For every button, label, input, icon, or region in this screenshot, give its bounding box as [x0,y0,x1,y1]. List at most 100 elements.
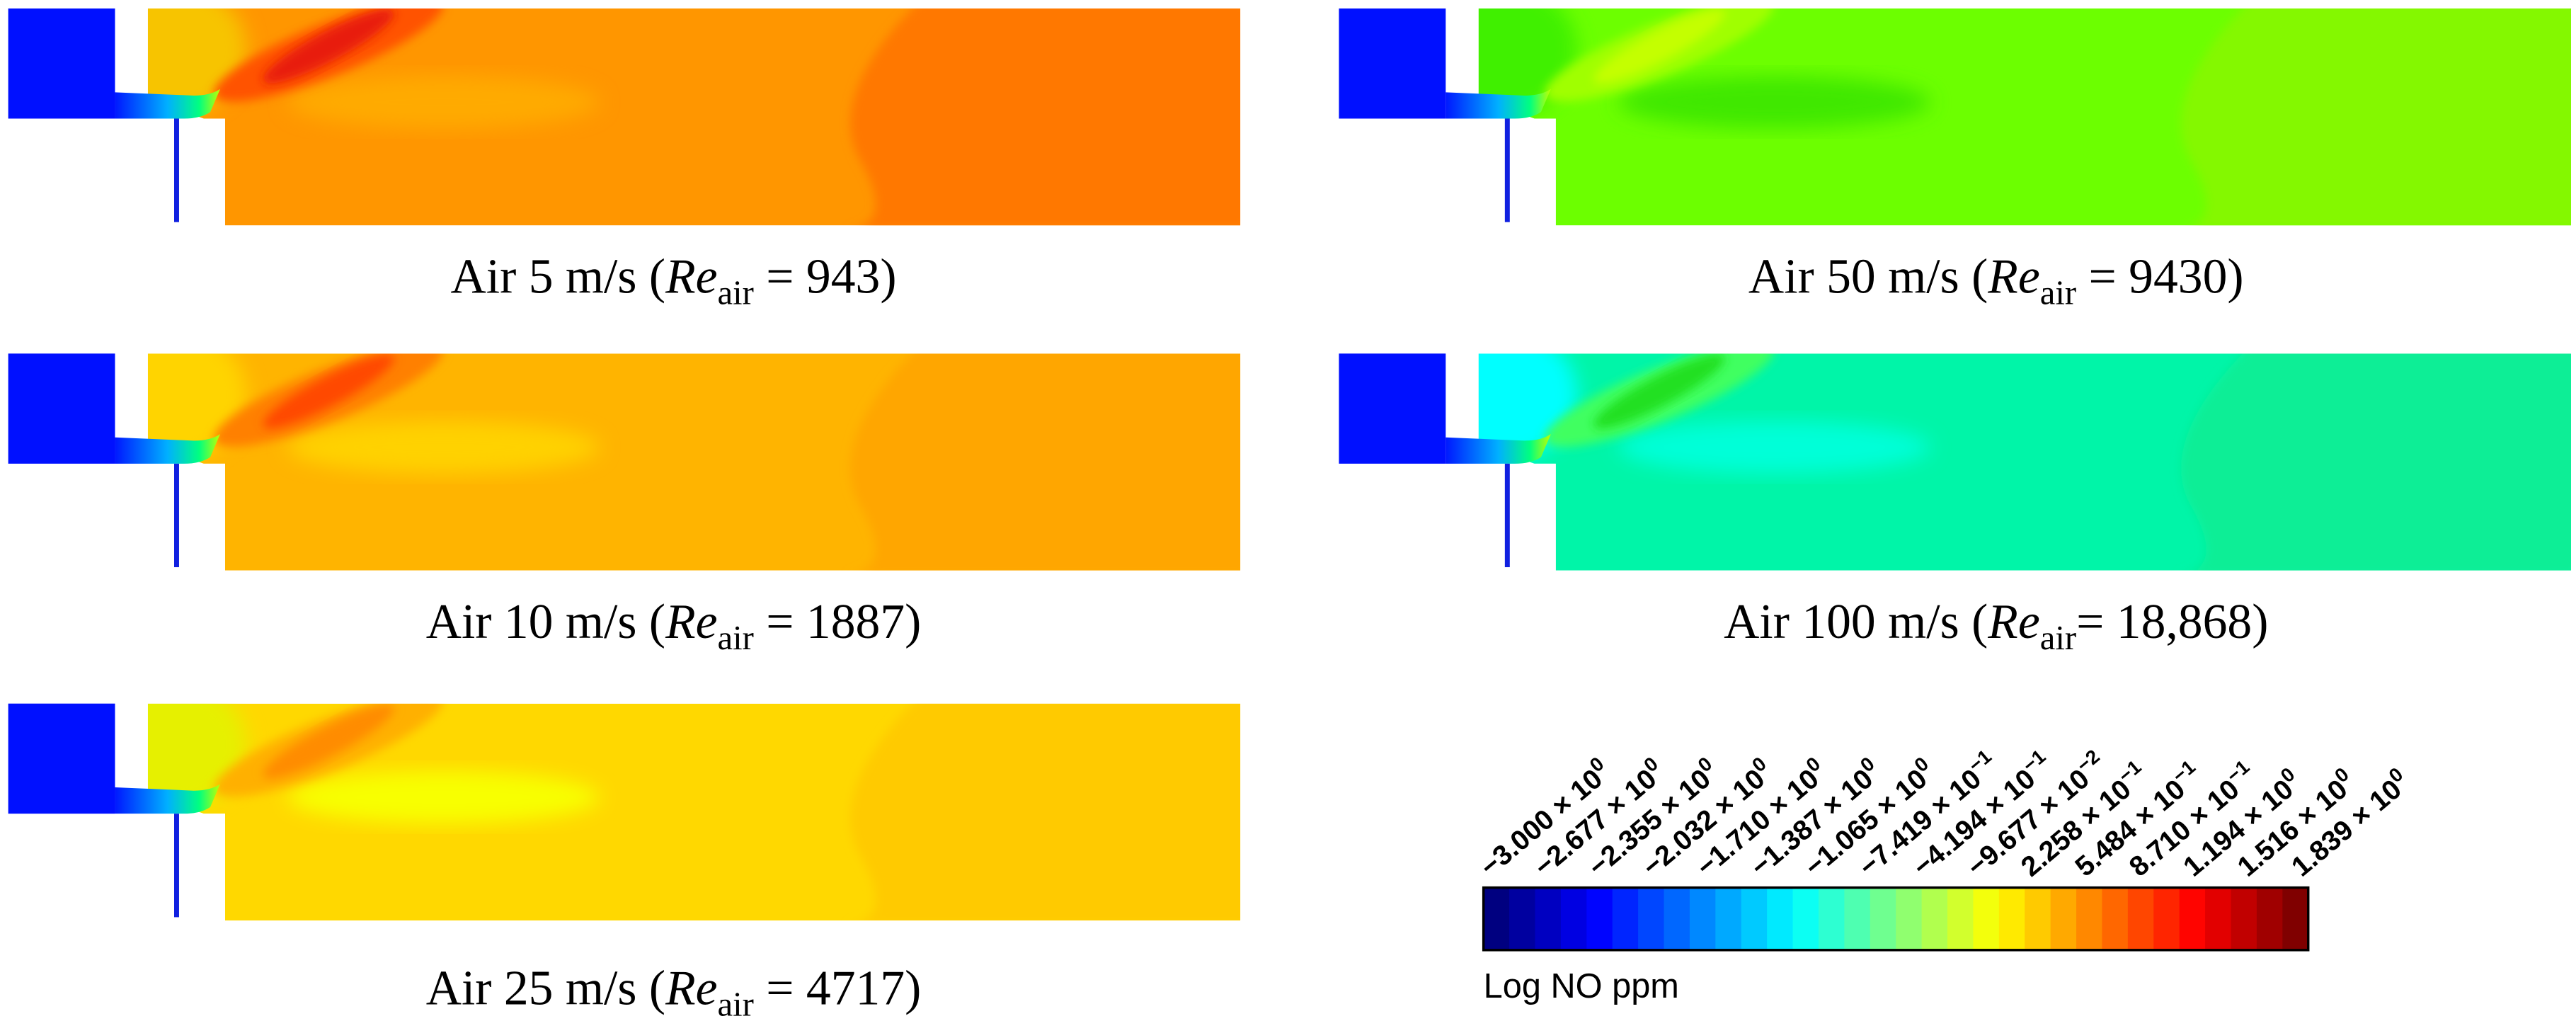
inlet-zone [147,703,247,811]
colorbar-band [1896,887,1923,950]
colorbar-band [2205,887,2232,950]
recirculation [287,76,600,129]
colorbar-band [1509,887,1536,950]
contour-panel: Air 50 m/s (Reair = 9430) [1339,8,2572,312]
recirculation [1618,76,1930,129]
downstream-region [846,353,1241,571]
chamber [147,8,1241,226]
colorbar-band [2256,887,2284,950]
downstream-region [846,8,1241,226]
reynolds-subscript: air [717,986,753,1021]
injector-stem [174,463,179,568]
colorbar-band [2127,887,2155,950]
air-inlet [8,8,115,119]
contour-panel: Air 10 m/s (Reair = 1887) [8,353,1241,657]
caption: Air 100 m/s (Reair= 18,868) [1724,595,2268,657]
caption: Air 50 m/s (Reair = 9430) [1748,249,2244,312]
caption-text: Air 5 m/s ( [451,249,666,304]
colorbar-band [1998,887,2026,950]
downstream-region [2177,8,2572,226]
colorbar-band [1818,887,1845,950]
colorbar-band [1689,887,1717,950]
recirculation [287,421,600,474]
inlet-zone [1478,353,1577,461]
colorbar-band [1638,887,1665,950]
colorbar-band [2153,887,2180,950]
caption-text: Air 100 m/s ( [1724,595,1988,649]
colorbar-band [1973,887,2000,950]
air-inlet [1339,8,1446,119]
colorbar-band [1921,887,1949,950]
contour-panel: Air 100 m/s (Reair= 18,868) [1339,353,2572,657]
injector-stem [174,814,179,918]
reynolds-symbol: Re [1987,595,2039,649]
colorbar-band [1947,887,1974,950]
reynolds-subscript: air [717,619,753,657]
caption-value: = 9430) [2076,249,2243,304]
colorbar-band [2102,887,2129,950]
colorbar-band [2282,887,2309,950]
inlet-zone [147,8,247,115]
recirculation [1618,421,1930,474]
caption: Air 25 m/s (Reair = 4717) [426,961,922,1021]
colorbar-band [2231,887,2258,950]
fuel-nozzle [115,89,220,119]
colorbar-band [1741,887,1768,950]
inlet-zone [1478,8,1577,115]
contour-panel: Air 5 m/s (Reair = 943) [8,8,1241,312]
colorbar-band [1612,887,1639,950]
colorbar-band [2179,887,2206,950]
injector-stem [174,118,179,222]
inlet-zone [147,353,247,461]
reynolds-subscript: air [717,274,753,312]
caption-text: Air 25 m/s ( [426,961,665,1015]
chamber [147,703,1241,921]
caption: Air 10 m/s (Reair = 1887) [426,595,922,657]
caption-text: Air 50 m/s ( [1748,249,1988,304]
colorbar-frame [1482,886,2310,952]
shear-core [263,354,394,429]
shear-core [1593,8,1725,84]
fuel-nozzle [1446,89,1551,119]
downstream-region [2177,353,2572,571]
air-inlet [8,703,115,814]
colorbar-band [2025,887,2051,950]
colorbar-band [2076,887,2103,950]
reynolds-subscript: air [2040,274,2076,312]
reynolds-subscript: air [2040,619,2076,657]
colorbar-band [1715,887,1742,950]
colorbar-band [1586,887,1613,950]
colorbar-band [1664,887,1691,950]
chamber [1478,353,2572,571]
caption-value: = 18,868) [2076,595,2268,649]
caption-value: = 943) [754,249,897,304]
fuel-nozzle [115,434,220,464]
colorbar-band [1792,887,1820,950]
downstream-region [846,703,1241,921]
recirculation [287,770,600,824]
colorbar-band [1844,887,1871,950]
colorbar-band [1535,887,1562,950]
injector-stem [1504,463,1510,568]
colorbar-band [1560,887,1588,950]
air-inlet [8,353,115,464]
colorbar-band [2050,887,2078,950]
colorbar-title: Log NO ppm [1484,967,1679,1005]
colorbar-band [1483,887,1511,950]
colorbar-band [1870,887,1897,950]
fuel-nozzle [1446,434,1551,464]
shear-core [263,704,394,779]
chamber [1478,8,2572,226]
contour-panel: Air 25 m/s (Reair = 4717) [8,703,1241,1021]
chamber [147,353,1241,571]
shear-core [263,8,394,84]
air-inlet [1339,353,1446,464]
caption-value: = 4717) [754,961,921,1015]
caption-value: = 1887) [754,595,921,649]
caption: Air 5 m/s (Reair = 943) [451,249,897,312]
reynolds-symbol: Re [665,595,717,649]
caption-text: Air 10 m/s ( [426,595,665,649]
colorbar-band [1767,887,1794,950]
